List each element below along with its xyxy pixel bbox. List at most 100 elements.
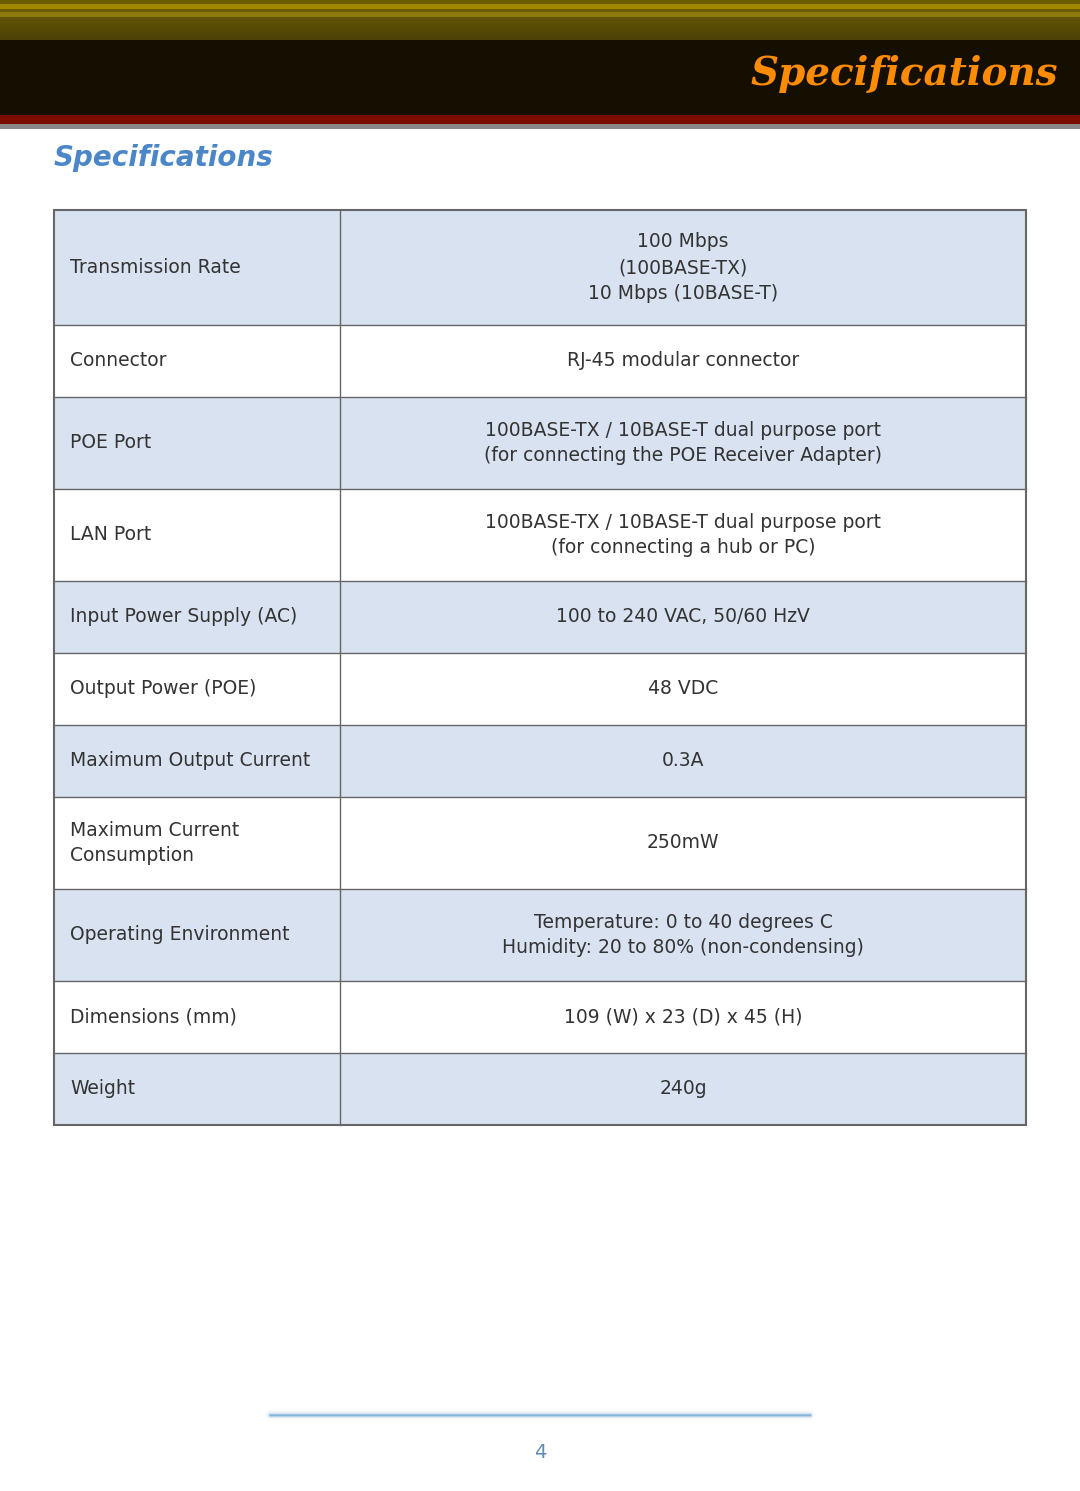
Bar	[0, 30, 1080, 33]
Bar	[0, 9, 1080, 10]
Bar	[54, 981, 1026, 1053]
Bar	[0, 15, 1080, 16]
Bar	[0, 0, 1080, 115]
Bar	[0, 124, 1080, 130]
Bar	[0, 22, 1080, 25]
Bar	[0, 13, 1080, 15]
Bar	[0, 55, 1080, 57]
Bar	[0, 64, 1080, 67]
Bar	[0, 70, 1080, 73]
Bar	[54, 798, 1026, 889]
Text: LAN Port: LAN Port	[70, 525, 151, 544]
Bar	[0, 104, 1080, 107]
Bar	[0, 66, 1080, 69]
Bar	[0, 113, 1080, 115]
Bar	[0, 51, 1080, 52]
Text: Maximum Output Current: Maximum Output Current	[70, 751, 310, 771]
Bar	[0, 97, 1080, 98]
Text: Temperature: 0 to 40 degrees C
Humidity: 20 to 80% (non-condensing): Temperature: 0 to 40 degrees C Humidity:…	[502, 912, 864, 957]
Bar	[0, 112, 1080, 115]
Text: 0.3A: 0.3A	[662, 751, 704, 771]
Text: 4: 4	[534, 1443, 546, 1463]
Bar	[0, 91, 1080, 92]
Bar	[0, 92, 1080, 94]
Bar	[0, 63, 1080, 66]
Bar	[0, 73, 1080, 75]
Bar	[0, 58, 1080, 60]
Text: POE Port: POE Port	[70, 434, 151, 452]
Bar	[0, 31, 1080, 34]
Bar	[54, 325, 1026, 397]
Bar	[0, 18, 1080, 19]
Bar	[54, 1053, 1026, 1126]
Bar	[0, 75, 1080, 76]
Text: 109 (W) x 23 (D) x 45 (H): 109 (W) x 23 (D) x 45 (H)	[564, 1008, 802, 1026]
Bar	[0, 110, 1080, 113]
Text: Dimensions (mm): Dimensions (mm)	[70, 1008, 237, 1026]
Bar	[0, 52, 1080, 54]
Bar	[0, 95, 1080, 97]
Text: Maximum Current
Consumption: Maximum Current Consumption	[70, 820, 240, 865]
Bar	[54, 397, 1026, 489]
Text: 48 VDC: 48 VDC	[648, 680, 718, 698]
Text: Input Power Supply (AC): Input Power Supply (AC)	[70, 607, 297, 626]
Bar	[0, 61, 1080, 64]
Text: Output Power (POE): Output Power (POE)	[70, 680, 256, 698]
Bar	[0, 4, 1080, 6]
Bar	[0, 4, 1080, 9]
Bar	[54, 210, 1026, 1126]
Bar	[0, 19, 1080, 21]
Bar	[0, 7, 1080, 9]
Bar	[0, 88, 1080, 89]
Bar	[0, 107, 1080, 110]
Bar	[0, 34, 1080, 36]
Bar	[0, 45, 1080, 46]
Text: Specifications: Specifications	[751, 55, 1058, 92]
Bar	[0, 36, 1080, 37]
Text: Transmission Rate: Transmission Rate	[70, 258, 241, 277]
Bar	[0, 37, 1080, 39]
Bar	[0, 85, 1080, 86]
Bar	[0, 39, 1080, 40]
Bar	[0, 46, 1080, 48]
Bar	[0, 109, 1080, 112]
Bar	[0, 101, 1080, 104]
Bar	[0, 82, 1080, 83]
Bar	[0, 106, 1080, 109]
Text: Specifications: Specifications	[54, 145, 273, 171]
Bar	[0, 48, 1080, 49]
Bar	[0, 27, 1080, 30]
Bar	[54, 489, 1026, 581]
Bar	[0, 16, 1080, 18]
Text: 100 to 240 VAC, 50/60 HzV: 100 to 240 VAC, 50/60 HzV	[556, 607, 810, 626]
Bar	[54, 210, 1026, 325]
Text: RJ-45 modular connector: RJ-45 modular connector	[567, 352, 799, 370]
Bar	[0, 94, 1080, 95]
Bar	[0, 24, 1080, 27]
Bar	[0, 54, 1080, 55]
Bar	[0, 3, 1080, 4]
Bar	[0, 78, 1080, 79]
Text: 100BASE-TX / 10BASE-T dual purpose port
(for connecting the POE Receiver Adapter: 100BASE-TX / 10BASE-T dual purpose port …	[484, 420, 882, 465]
Bar	[0, 89, 1080, 91]
Bar	[54, 581, 1026, 653]
Bar	[0, 49, 1080, 51]
Bar	[0, 76, 1080, 78]
Bar	[0, 79, 1080, 81]
Bar	[0, 42, 1080, 43]
Bar	[0, 19, 1080, 22]
Text: Weight: Weight	[70, 1079, 135, 1099]
Bar	[0, 103, 1080, 106]
Bar	[0, 98, 1080, 100]
Bar	[0, 21, 1080, 24]
Bar	[0, 100, 1080, 103]
Bar	[0, 115, 1080, 124]
Bar	[0, 28, 1080, 31]
Bar	[0, 43, 1080, 45]
Bar	[0, 69, 1080, 72]
Bar	[0, 60, 1080, 63]
Text: 240g: 240g	[659, 1079, 706, 1099]
Text: 250mW: 250mW	[647, 833, 719, 853]
Bar	[0, 72, 1080, 75]
Bar	[0, 86, 1080, 88]
